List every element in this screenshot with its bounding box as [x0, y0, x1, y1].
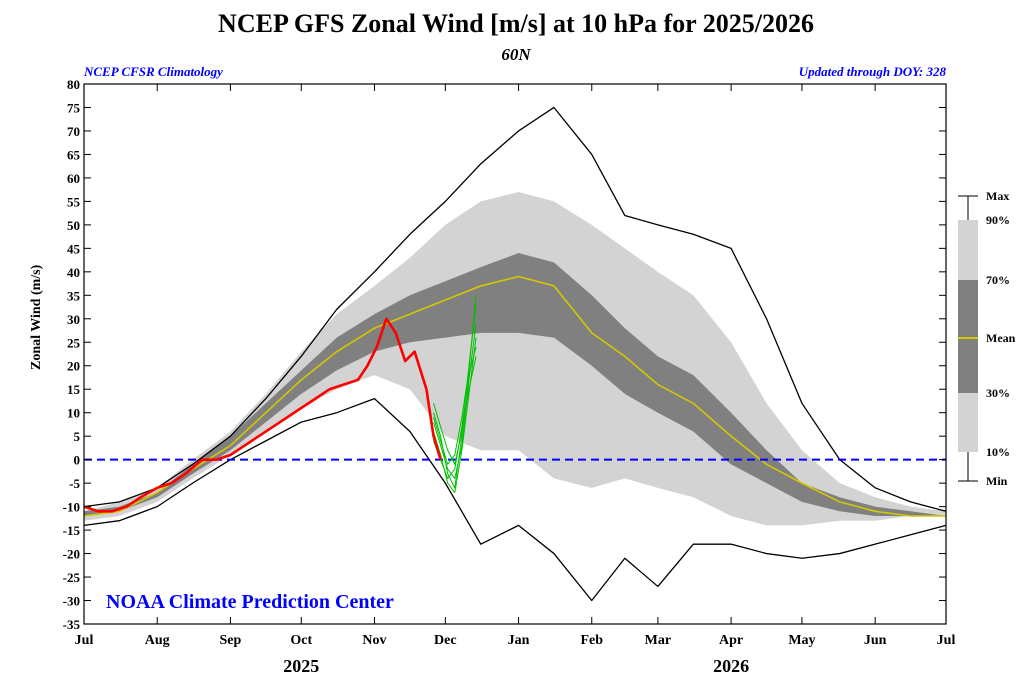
y-tick-label: 10 [67, 406, 80, 421]
y-tick-label: -10 [63, 500, 80, 515]
x-tick-label: May [788, 633, 815, 648]
y-tick-label: 65 [67, 147, 81, 162]
y-tick-label: -5 [69, 476, 80, 491]
x-tick-label: Mar [645, 633, 671, 648]
climatology-note: NCEP CFSR Climatology [83, 64, 223, 79]
y-tick-label: 40 [67, 265, 80, 280]
chart-title: NCEP GFS Zonal Wind [m/s] at 10 hPa for … [218, 9, 814, 38]
observed-line [83, 317, 442, 513]
band-10-90 [84, 192, 946, 526]
legend-label: 30% [986, 386, 1010, 400]
y-tick-label: -20 [63, 547, 80, 562]
y-tick-label: 50 [67, 218, 80, 233]
y-tick-label: 0 [74, 453, 81, 468]
mean-line [83, 275, 946, 517]
legend: Max 90% 70% Mean 30% 10% Min [958, 189, 1016, 488]
noaa-watermark: NOAA Climate Prediction Center [106, 591, 394, 613]
plot-area [83, 106, 947, 602]
max-line [83, 106, 947, 512]
x-tick-label: Oct [290, 633, 312, 648]
y-tick-label: 75 [67, 100, 81, 115]
y-tick-label: 15 [67, 382, 81, 397]
x-tick-label: Dec [434, 633, 457, 648]
x-tick-label: Jul [75, 633, 94, 648]
forecast-member-2 [433, 323, 477, 479]
year-label: 2025 [283, 656, 319, 676]
y-tick-label: -30 [63, 594, 80, 609]
x-tick-label: Apr [719, 633, 743, 648]
y-tick-label: 30 [67, 312, 80, 327]
y-tick-label: 35 [67, 288, 81, 303]
y-tick-label: 55 [67, 194, 81, 209]
x-tick-label: Jul [937, 633, 956, 648]
legend-lower-light [958, 393, 978, 452]
legend-label: Mean [986, 331, 1016, 345]
y-tick-label: 60 [67, 171, 80, 186]
legend-dark [958, 280, 978, 393]
y-axis-label: Zonal Wind (m/s) [29, 264, 44, 370]
y-tick-label: -15 [63, 523, 81, 538]
x-tick-label: Aug [145, 633, 170, 648]
y-tick-label: -25 [63, 570, 81, 585]
x-tick-label: Sep [220, 633, 242, 648]
y-tick-label: -35 [63, 617, 81, 632]
band-30-70 [84, 253, 946, 517]
plot-frame [83, 83, 947, 625]
x-tick-label: Jun [864, 633, 887, 648]
forecast-member-6 [433, 295, 477, 465]
y-tick-label: 5 [74, 429, 81, 444]
forecast-member-3 [433, 337, 477, 494]
chart-subtitle: 60N [501, 45, 531, 64]
y-tick-label: 80 [67, 77, 80, 92]
y-tick-label: 45 [67, 241, 81, 256]
y-tick-label: 20 [67, 359, 80, 374]
legend-label: Min [986, 474, 1008, 488]
forecast-member-5 [433, 356, 477, 465]
y-tick-label: 70 [67, 124, 80, 139]
legend-label: 70% [986, 273, 1010, 287]
x-tick-label: Nov [362, 633, 386, 648]
legend-label: Max [986, 189, 1009, 203]
year-label: 2026 [713, 656, 749, 676]
legend-upper-light [958, 220, 978, 280]
y-tick-label: 25 [67, 335, 81, 350]
x-tick-label: Feb [580, 633, 603, 648]
legend-label: 90% [986, 213, 1010, 227]
x-tick-label: Jan [508, 633, 530, 648]
legend-label: 10% [986, 445, 1010, 459]
axes: 80757065605550454035302520151050-5-10-15… [63, 77, 956, 676]
updated-note: Updated through DOY: 328 [799, 64, 947, 79]
